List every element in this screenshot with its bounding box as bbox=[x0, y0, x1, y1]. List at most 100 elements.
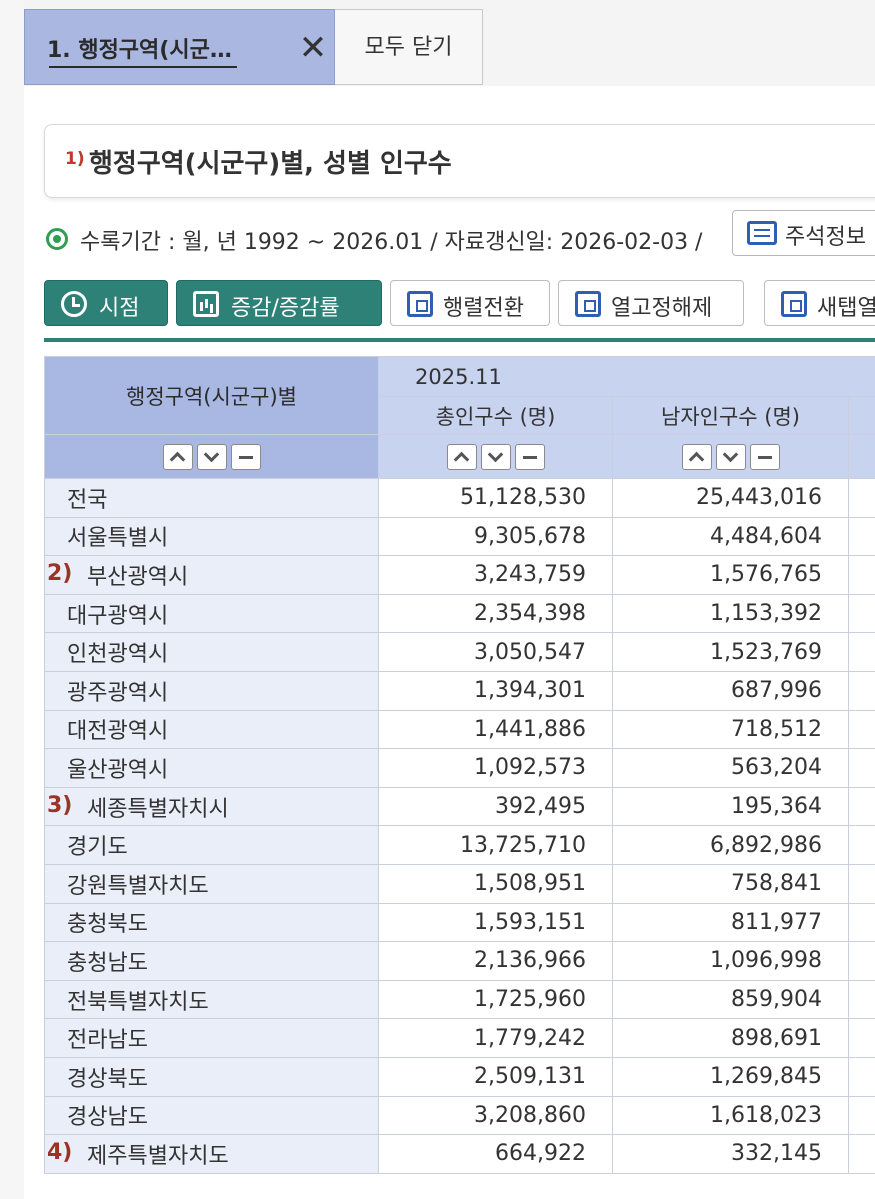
sort-down-icon[interactable] bbox=[715, 443, 746, 470]
new-tab-label: 새탭열 bbox=[817, 296, 875, 321]
next-column-cell bbox=[848, 670, 875, 711]
region-name: 경기도 bbox=[67, 835, 128, 861]
total-population-cell: 664,922 bbox=[378, 1134, 613, 1174]
male-population-cell: 6,892,986 bbox=[612, 825, 849, 865]
collapse-icon[interactable] bbox=[514, 443, 545, 470]
change-rate-button[interactable]: 증감/증감률 bbox=[176, 280, 382, 326]
table-row: 경상북도 2,509,131 1,269,845 bbox=[44, 1056, 875, 1097]
male-population-cell: 859,904 bbox=[612, 979, 849, 1020]
region-name: 부산광역시 bbox=[87, 564, 189, 590]
region-cell: 4) 제주특별자치도 bbox=[44, 1134, 379, 1174]
next-column-cell bbox=[848, 1134, 875, 1174]
new-tab-button[interactable]: 새탭열 bbox=[764, 280, 875, 326]
sort-down-icon[interactable] bbox=[196, 443, 227, 470]
close-all-tabs-button[interactable]: 모두 닫기 bbox=[335, 9, 483, 85]
stub-header: 행정구역(시군구)별 bbox=[44, 356, 379, 435]
collapse-icon[interactable] bbox=[230, 443, 261, 470]
next-column-cell bbox=[848, 478, 875, 518]
unfreeze-button[interactable]: 열고정해제 bbox=[558, 280, 744, 326]
period-header: 2025.11 bbox=[378, 356, 875, 397]
next-column-cell bbox=[848, 941, 875, 981]
time-button[interactable]: 시점 bbox=[44, 280, 168, 326]
column-header-male: 남자인구수 (명) bbox=[612, 396, 849, 435]
sort-up-icon[interactable] bbox=[681, 443, 712, 470]
note-info-button[interactable]: 주석정보 bbox=[732, 210, 875, 256]
table-row: 경상남도 3,208,860 1,618,023 bbox=[44, 1095, 875, 1136]
region-cell: 충청북도 bbox=[44, 902, 379, 943]
data-table: 행정구역(시군구)별 2025.11 총인구수 (명) 남자인구수 (명) 전국… bbox=[44, 356, 875, 1174]
total-population-cell: 2,136,966 bbox=[378, 941, 613, 981]
sort-down-icon[interactable] bbox=[480, 443, 511, 470]
footnote-marker[interactable]: 3) bbox=[47, 792, 73, 818]
total-population-cell: 1,779,242 bbox=[378, 1018, 613, 1058]
male-population-cell: 718,512 bbox=[612, 709, 849, 750]
table-row: 전라남도 1,779,242 898,691 bbox=[44, 1018, 875, 1058]
footnote-marker[interactable]: 2) bbox=[47, 561, 73, 587]
next-column-cell bbox=[848, 1095, 875, 1136]
change-rate-label: 증감/증감률 bbox=[231, 296, 340, 321]
new-tab-icon bbox=[781, 291, 807, 317]
next-column-cell bbox=[848, 555, 875, 595]
next-column-cell bbox=[848, 1018, 875, 1058]
next-column-cell bbox=[848, 748, 875, 788]
sort-up-icon[interactable] bbox=[162, 443, 193, 470]
table-row: 3) 세종특별자치시 392,495 195,364 bbox=[44, 786, 875, 827]
male-population-cell: 25,443,016 bbox=[612, 478, 849, 518]
next-column-cell bbox=[848, 902, 875, 943]
footnote-marker[interactable]: 4) bbox=[47, 1140, 73, 1166]
collapse-icon[interactable] bbox=[749, 443, 780, 470]
total-population-cell: 1,441,886 bbox=[378, 709, 613, 750]
total-population-cell: 1,593,151 bbox=[378, 902, 613, 943]
region-cell: 인천광역시 bbox=[44, 632, 379, 672]
tab-underline bbox=[49, 66, 237, 68]
total-population-cell: 2,509,131 bbox=[378, 1056, 613, 1097]
region-cell: 2) 부산광역시 bbox=[44, 555, 379, 595]
male-population-cell: 195,364 bbox=[612, 786, 849, 827]
next-column-cell bbox=[848, 516, 875, 557]
next-column-cell bbox=[848, 863, 875, 904]
pivot-label: 행렬전환 bbox=[443, 296, 524, 321]
region-cell: 서울특별시 bbox=[44, 516, 379, 557]
total-population-cell: 1,394,301 bbox=[378, 670, 613, 711]
region-name: 강원특별자치도 bbox=[67, 873, 209, 899]
region-name: 서울특별시 bbox=[67, 526, 169, 552]
region-cell: 3) 세종특별자치시 bbox=[44, 786, 379, 827]
region-cell: 강원특별자치도 bbox=[44, 863, 379, 904]
region-cell: 전라남도 bbox=[44, 1018, 379, 1058]
tab-active-table[interactable]: 1. 행정구역(시군… ✕ bbox=[24, 9, 335, 85]
region-name: 전라남도 bbox=[67, 1028, 148, 1054]
meta-row: 수록기간 : 월, 년 1992 ~ 2026.01 / 자료갱신일: 2026… bbox=[44, 210, 875, 260]
total-population-cell: 51,128,530 bbox=[378, 478, 613, 518]
title-number: 1) bbox=[65, 149, 85, 169]
total-population-cell: 3,050,547 bbox=[378, 632, 613, 672]
total-population-cell: 1,508,951 bbox=[378, 863, 613, 904]
close-icon[interactable]: ✕ bbox=[298, 28, 328, 68]
male-population-cell: 1,269,845 bbox=[612, 1056, 849, 1097]
male-population-cell: 1,096,998 bbox=[612, 941, 849, 981]
total-population-cell: 3,243,759 bbox=[378, 555, 613, 595]
pivot-button[interactable]: 행렬전환 bbox=[390, 280, 550, 326]
table-row: 서울특별시 9,305,678 4,484,604 bbox=[44, 516, 875, 557]
pivot-icon bbox=[407, 291, 433, 317]
table-row: 광주광역시 1,394,301 687,996 bbox=[44, 670, 875, 711]
next-column-cell bbox=[848, 709, 875, 750]
table-title-box: 1) 행정구역(시군구)별, 성별 인구수 bbox=[44, 124, 875, 198]
region-cell: 경상남도 bbox=[44, 1095, 379, 1136]
table-row: 4) 제주특별자치도 664,922 332,145 bbox=[44, 1134, 875, 1174]
total-population-cell: 392,495 bbox=[378, 786, 613, 827]
comment-icon bbox=[747, 221, 777, 245]
region-name: 제주특별자치도 bbox=[87, 1143, 229, 1169]
total-population-cell: 3,208,860 bbox=[378, 1095, 613, 1136]
note-info-label: 주석정보 bbox=[785, 225, 866, 250]
region-cell: 전북특별자치도 bbox=[44, 979, 379, 1020]
table-row: 전북특별자치도 1,725,960 859,904 bbox=[44, 979, 875, 1020]
male-population-cell: 563,204 bbox=[612, 748, 849, 788]
region-cell: 전국 bbox=[44, 478, 379, 518]
table-body: 전국 51,128,530 25,443,016 서울특별시 9,305,678 4,48… bbox=[44, 478, 875, 1174]
unfreeze-label: 열고정해제 bbox=[611, 296, 713, 321]
region-name: 경상남도 bbox=[67, 1105, 148, 1131]
table-row: 울산광역시 1,092,573 563,204 bbox=[44, 748, 875, 788]
next-column-cell bbox=[848, 593, 875, 634]
male-population-cell: 332,145 bbox=[612, 1134, 849, 1174]
sort-up-icon[interactable] bbox=[446, 443, 477, 470]
